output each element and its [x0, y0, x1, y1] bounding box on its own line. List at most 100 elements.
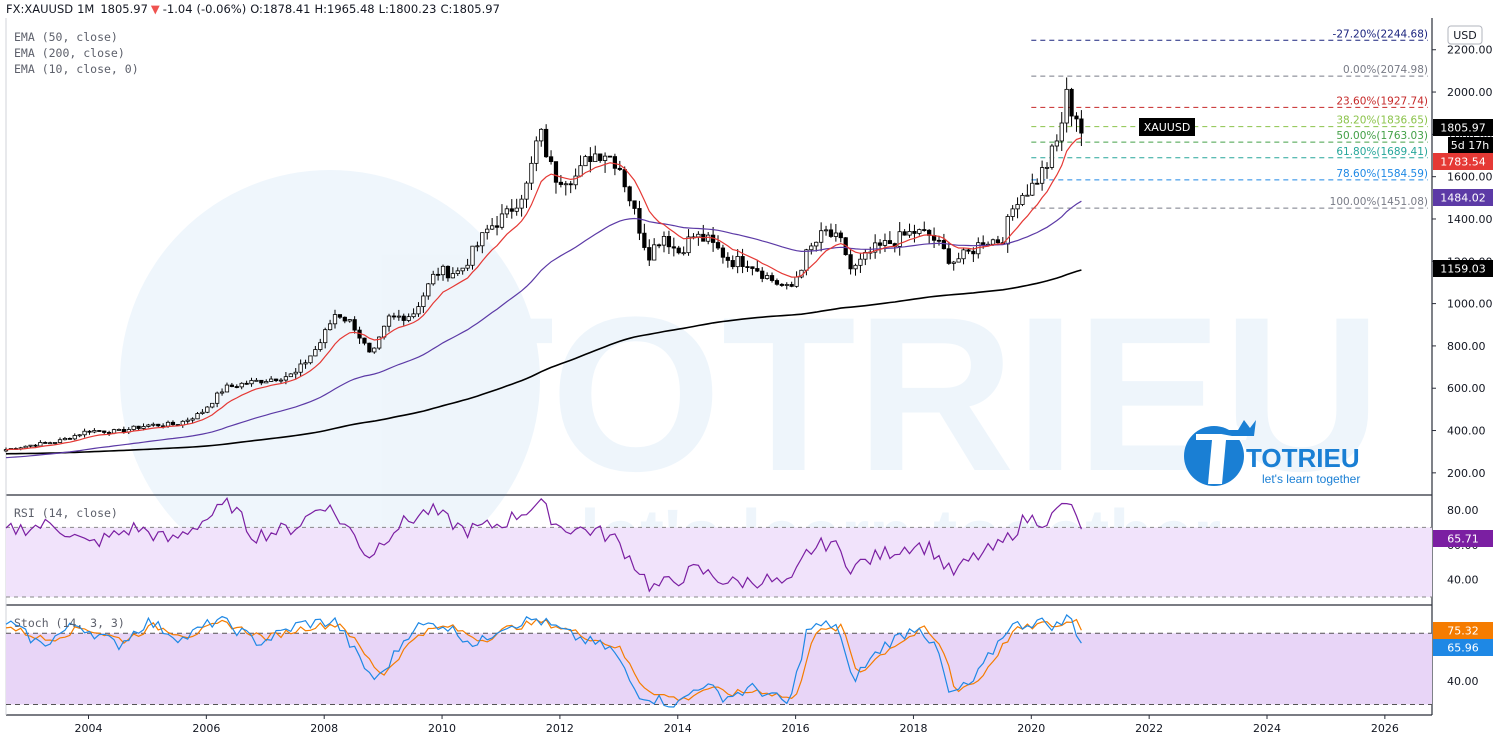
candle: [62, 436, 68, 441]
price-tick-label: 1000.00: [1447, 298, 1493, 311]
svg-text:1783.54: 1783.54: [1440, 156, 1486, 169]
candle: [1020, 192, 1025, 207]
candle: [455, 267, 460, 276]
candle: [720, 244, 726, 264]
candle: [303, 359, 308, 369]
fib-label-1: 0.00%(2074.98): [1343, 64, 1428, 76]
legend-ema200[interactable]: EMA (200, close): [14, 46, 125, 60]
candle: [833, 224, 838, 242]
fib-label-4: 50.00%(1763.03): [1336, 130, 1428, 142]
time-tick-label: 2024: [1253, 722, 1281, 735]
rsi-legend[interactable]: RSI (14, close): [14, 506, 118, 520]
candle: [1044, 162, 1050, 179]
ema-lines: [5, 137, 1082, 459]
oscillator-lines: [5, 496, 1082, 708]
time-tick-label: 2012: [546, 722, 574, 735]
candle: [254, 378, 259, 382]
candle: [1035, 178, 1040, 185]
candle: [1030, 173, 1035, 196]
candle: [1049, 143, 1055, 170]
candle: [210, 402, 215, 409]
down-arrow-icon: ▼: [151, 2, 160, 16]
candle: [107, 430, 112, 436]
legend-ema10[interactable]: EMA (10, close, 0): [14, 62, 139, 76]
candle: [278, 378, 284, 384]
rsi-band-fill: [6, 527, 1432, 598]
candle: [421, 292, 426, 313]
candle: [352, 316, 357, 334]
candle: [647, 239, 652, 267]
candle: [1059, 112, 1064, 151]
candle: [269, 376, 274, 382]
candle: [544, 124, 549, 158]
candle: [612, 153, 618, 176]
header-l: 1800.23: [389, 2, 437, 16]
candle: [426, 282, 431, 300]
header-change: -1.04: [163, 2, 193, 16]
brand-logo: TOTRIEU let's learn together: [1184, 420, 1360, 486]
candle: [116, 428, 122, 431]
candle: [578, 155, 583, 178]
candle: [239, 382, 244, 390]
candle: [1005, 214, 1010, 253]
candle: [136, 425, 141, 431]
rsi-line: [5, 496, 1082, 593]
candle: [809, 242, 814, 255]
candle: [219, 388, 225, 396]
candles: [3, 77, 1084, 453]
candle: [244, 380, 249, 385]
candle: [686, 229, 691, 256]
header-line: FX:XAUUSD 1M 1805.97 ▼ -1.04 (-0.06%) O:1878.4…: [6, 2, 500, 16]
candle: [460, 267, 465, 275]
candle: [882, 233, 888, 253]
candle: [372, 347, 377, 354]
candle: [666, 230, 672, 254]
stoch-k-label: 65.96: [1433, 639, 1493, 656]
price-tick-label: 200.00: [1447, 467, 1486, 480]
candle: [318, 338, 323, 352]
candle: [293, 368, 298, 379]
rsi-tick-label: 40.00: [1447, 574, 1479, 587]
candle: [902, 229, 907, 236]
candle: [971, 247, 976, 263]
svg-text:1484.02: 1484.02: [1440, 192, 1486, 205]
candle: [480, 232, 485, 254]
legend-ema50[interactable]: EMA (50, close): [14, 30, 118, 44]
header-l-label: L:: [379, 2, 389, 16]
candle: [323, 327, 328, 349]
candle: [1074, 112, 1079, 132]
candle: [951, 260, 956, 271]
currency-button[interactable]: USD: [1447, 25, 1483, 45]
brand-logo-text: TOTRIEU: [1246, 443, 1360, 473]
candle: [332, 309, 338, 329]
currency-label: USD: [1453, 29, 1477, 42]
candle: [848, 248, 853, 275]
candle: [362, 337, 367, 346]
candle: [264, 379, 269, 384]
price-tick-label: 2200.00: [1447, 44, 1493, 57]
candle: [696, 231, 701, 246]
fib-label-0: -27.20%(2244.68): [1333, 28, 1428, 40]
candle: [936, 235, 942, 246]
candle: [946, 241, 951, 265]
candle: [514, 198, 519, 216]
header-c-label: C:: [440, 2, 452, 16]
candle: [887, 231, 893, 244]
watermark-brand: TOTRIEU: [420, 271, 1382, 517]
candle: [715, 235, 721, 250]
candle: [436, 267, 441, 281]
price-tick-label: 600.00: [1447, 382, 1486, 395]
svg-text:1805.97: 1805.97: [1440, 122, 1486, 135]
candle: [1010, 205, 1015, 221]
stoch-legend[interactable]: Stoch (14, 3, 3): [14, 616, 125, 630]
candle: [431, 270, 436, 286]
candle: [327, 319, 333, 331]
candle: [863, 249, 868, 266]
countdown-label: 5d 17h: [1448, 137, 1493, 153]
candle: [588, 147, 593, 173]
ema50-line: [5, 200, 1082, 459]
candle: [617, 160, 622, 171]
candle: [308, 355, 313, 365]
candle: [259, 379, 264, 386]
